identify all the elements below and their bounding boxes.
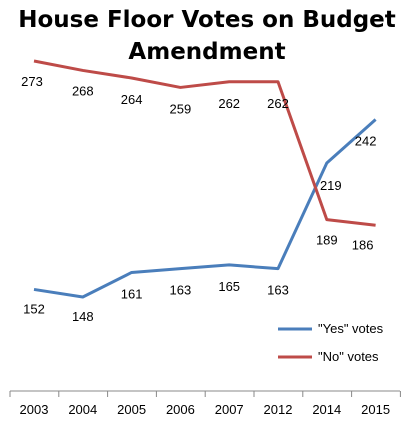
data-label-yes-2007: 165 — [218, 279, 240, 294]
data-label-no-2007: 262 — [218, 96, 240, 111]
data-label-no-2015: 186 — [352, 237, 374, 252]
x-tick-label-2014: 2014 — [312, 402, 341, 417]
x-tick-label-2006: 2006 — [166, 402, 195, 417]
x-tick-label-2015: 2015 — [361, 402, 390, 417]
data-label-yes-2006: 163 — [170, 283, 192, 298]
data-label-yes-2003: 152 — [23, 301, 45, 316]
data-label-yes-2014: 219 — [320, 178, 342, 193]
data-label-no-2003: 273 — [21, 74, 43, 89]
chart-title: House Floor Votes on Budget Amendment — [0, 4, 414, 68]
data-label-no-2006: 259 — [170, 101, 192, 116]
data-label-no-2005: 264 — [121, 92, 143, 107]
series-line-no — [33, 59, 376, 227]
x-tick-label-2004: 2004 — [68, 402, 97, 417]
data-label-yes-2004: 148 — [72, 309, 94, 324]
chart-title-line-1: House Floor Votes on Budget — [18, 7, 396, 33]
data-label-yes-2005: 161 — [121, 286, 143, 301]
series-line-yes — [33, 118, 377, 299]
data-label-no-2014: 189 — [316, 233, 338, 248]
data-label-no-2004: 268 — [72, 83, 94, 98]
data-label-yes-2012: 163 — [267, 283, 289, 298]
x-tick-label-2007: 2007 — [215, 402, 244, 417]
data-label-yes-2015: 242 — [355, 134, 377, 149]
chart-title-line-2: Amendment — [128, 39, 286, 65]
x-tick-label-2005: 2005 — [117, 402, 146, 417]
x-tick-label-2012: 2012 — [264, 402, 293, 417]
legend-label-yes: "Yes" votes — [318, 321, 384, 336]
legend-label-no: "No" votes — [318, 349, 379, 364]
x-tick-label-2003: 2003 — [20, 402, 49, 417]
data-label-no-2012: 262 — [267, 96, 289, 111]
